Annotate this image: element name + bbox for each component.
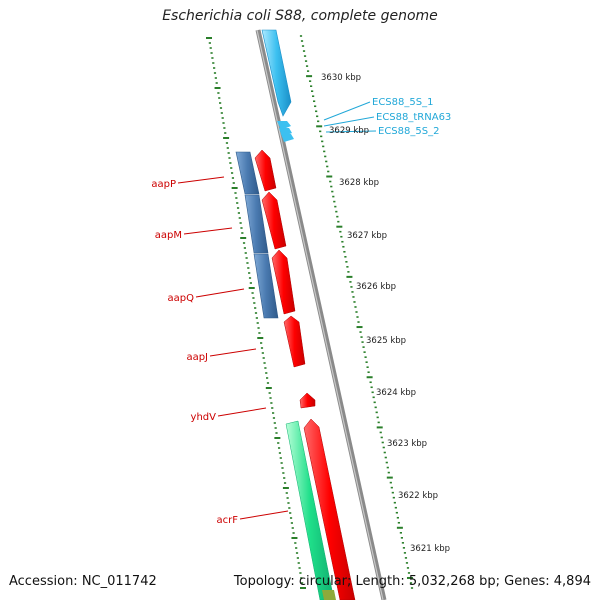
- rna-labels: ECS88_5S_1 ECS88_tRNA63 ECS88_5S_2: [372, 97, 451, 137]
- rna-leader-lines: [323, 101, 377, 133]
- genome-summary-text: Topology: circular; Length: 5,032,268 bp…: [233, 574, 591, 589]
- gene-arrow-aapQ: [271, 249, 296, 315]
- gene-label-aapQ: aapQ: [168, 293, 195, 304]
- accession-text: Accession: NC_011742: [9, 574, 157, 589]
- gene-label-yhdV: yhdV: [191, 412, 217, 423]
- gene-arrow-aapP: [254, 149, 277, 192]
- rna-label-trna63: ECS88_tRNA63: [376, 112, 451, 123]
- rna-label-5s-2: ECS88_5S_2: [378, 126, 439, 137]
- inner-tick-track: [206, 37, 306, 589]
- kbp-scale-labels: 3630 kbp 3629 kbp 3628 kbp 3627 kbp 3626…: [321, 73, 450, 554]
- kbp-label: 3622 kbp: [398, 491, 438, 501]
- rrna-5s-arrow-2: [281, 134, 294, 142]
- gene-label-acrF: acrF: [217, 515, 239, 526]
- kbp-label: 3626 kbp: [356, 282, 396, 292]
- gene-arrow-aapM: [261, 191, 287, 250]
- gene-label-aapM: aapM: [155, 230, 182, 241]
- kbp-label: 3625 kbp: [366, 336, 406, 346]
- outer-tick-track: [299, 35, 414, 589]
- kbp-label: 3629 kbp: [329, 126, 369, 136]
- kbp-label: 3627 kbp: [347, 231, 387, 241]
- gene-arrow-yhdV: [299, 392, 316, 409]
- green-gene-block: [285, 420, 335, 600]
- gene-arrow-aapJ: [283, 315, 306, 368]
- olive-feature: [322, 590, 336, 600]
- rna-label-5s-1: ECS88_5S_1: [372, 97, 433, 108]
- blue-gene-block: [235, 151, 279, 319]
- kbp-label: 3624 kbp: [376, 388, 416, 398]
- gene-label-aapJ: aapJ: [186, 352, 208, 363]
- blue-gene-segment-2: [244, 194, 269, 254]
- gene-arrow-acrF: [303, 418, 356, 600]
- genome-title: Escherichia coli S88, complete genome: [162, 8, 438, 24]
- gene-leader-lines: [177, 176, 289, 520]
- gene-label-aapP: aapP: [151, 179, 176, 190]
- kbp-label: 3630 kbp: [321, 73, 361, 83]
- rrna-5s-arrow-1: [277, 121, 291, 130]
- rrna-23s-arrow: [261, 29, 292, 117]
- red-gene-block: [254, 149, 356, 600]
- rna-feature-cluster: [261, 29, 294, 142]
- kbp-label: 3621 kbp: [410, 544, 450, 554]
- blue-gene-segment-3: [253, 253, 279, 319]
- blue-gene-segment-1: [235, 151, 260, 195]
- kbp-label: 3628 kbp: [339, 178, 379, 188]
- kbp-label: 3623 kbp: [387, 439, 427, 449]
- gene-labels: aapP aapM aapQ aapJ yhdV acrF: [151, 179, 238, 526]
